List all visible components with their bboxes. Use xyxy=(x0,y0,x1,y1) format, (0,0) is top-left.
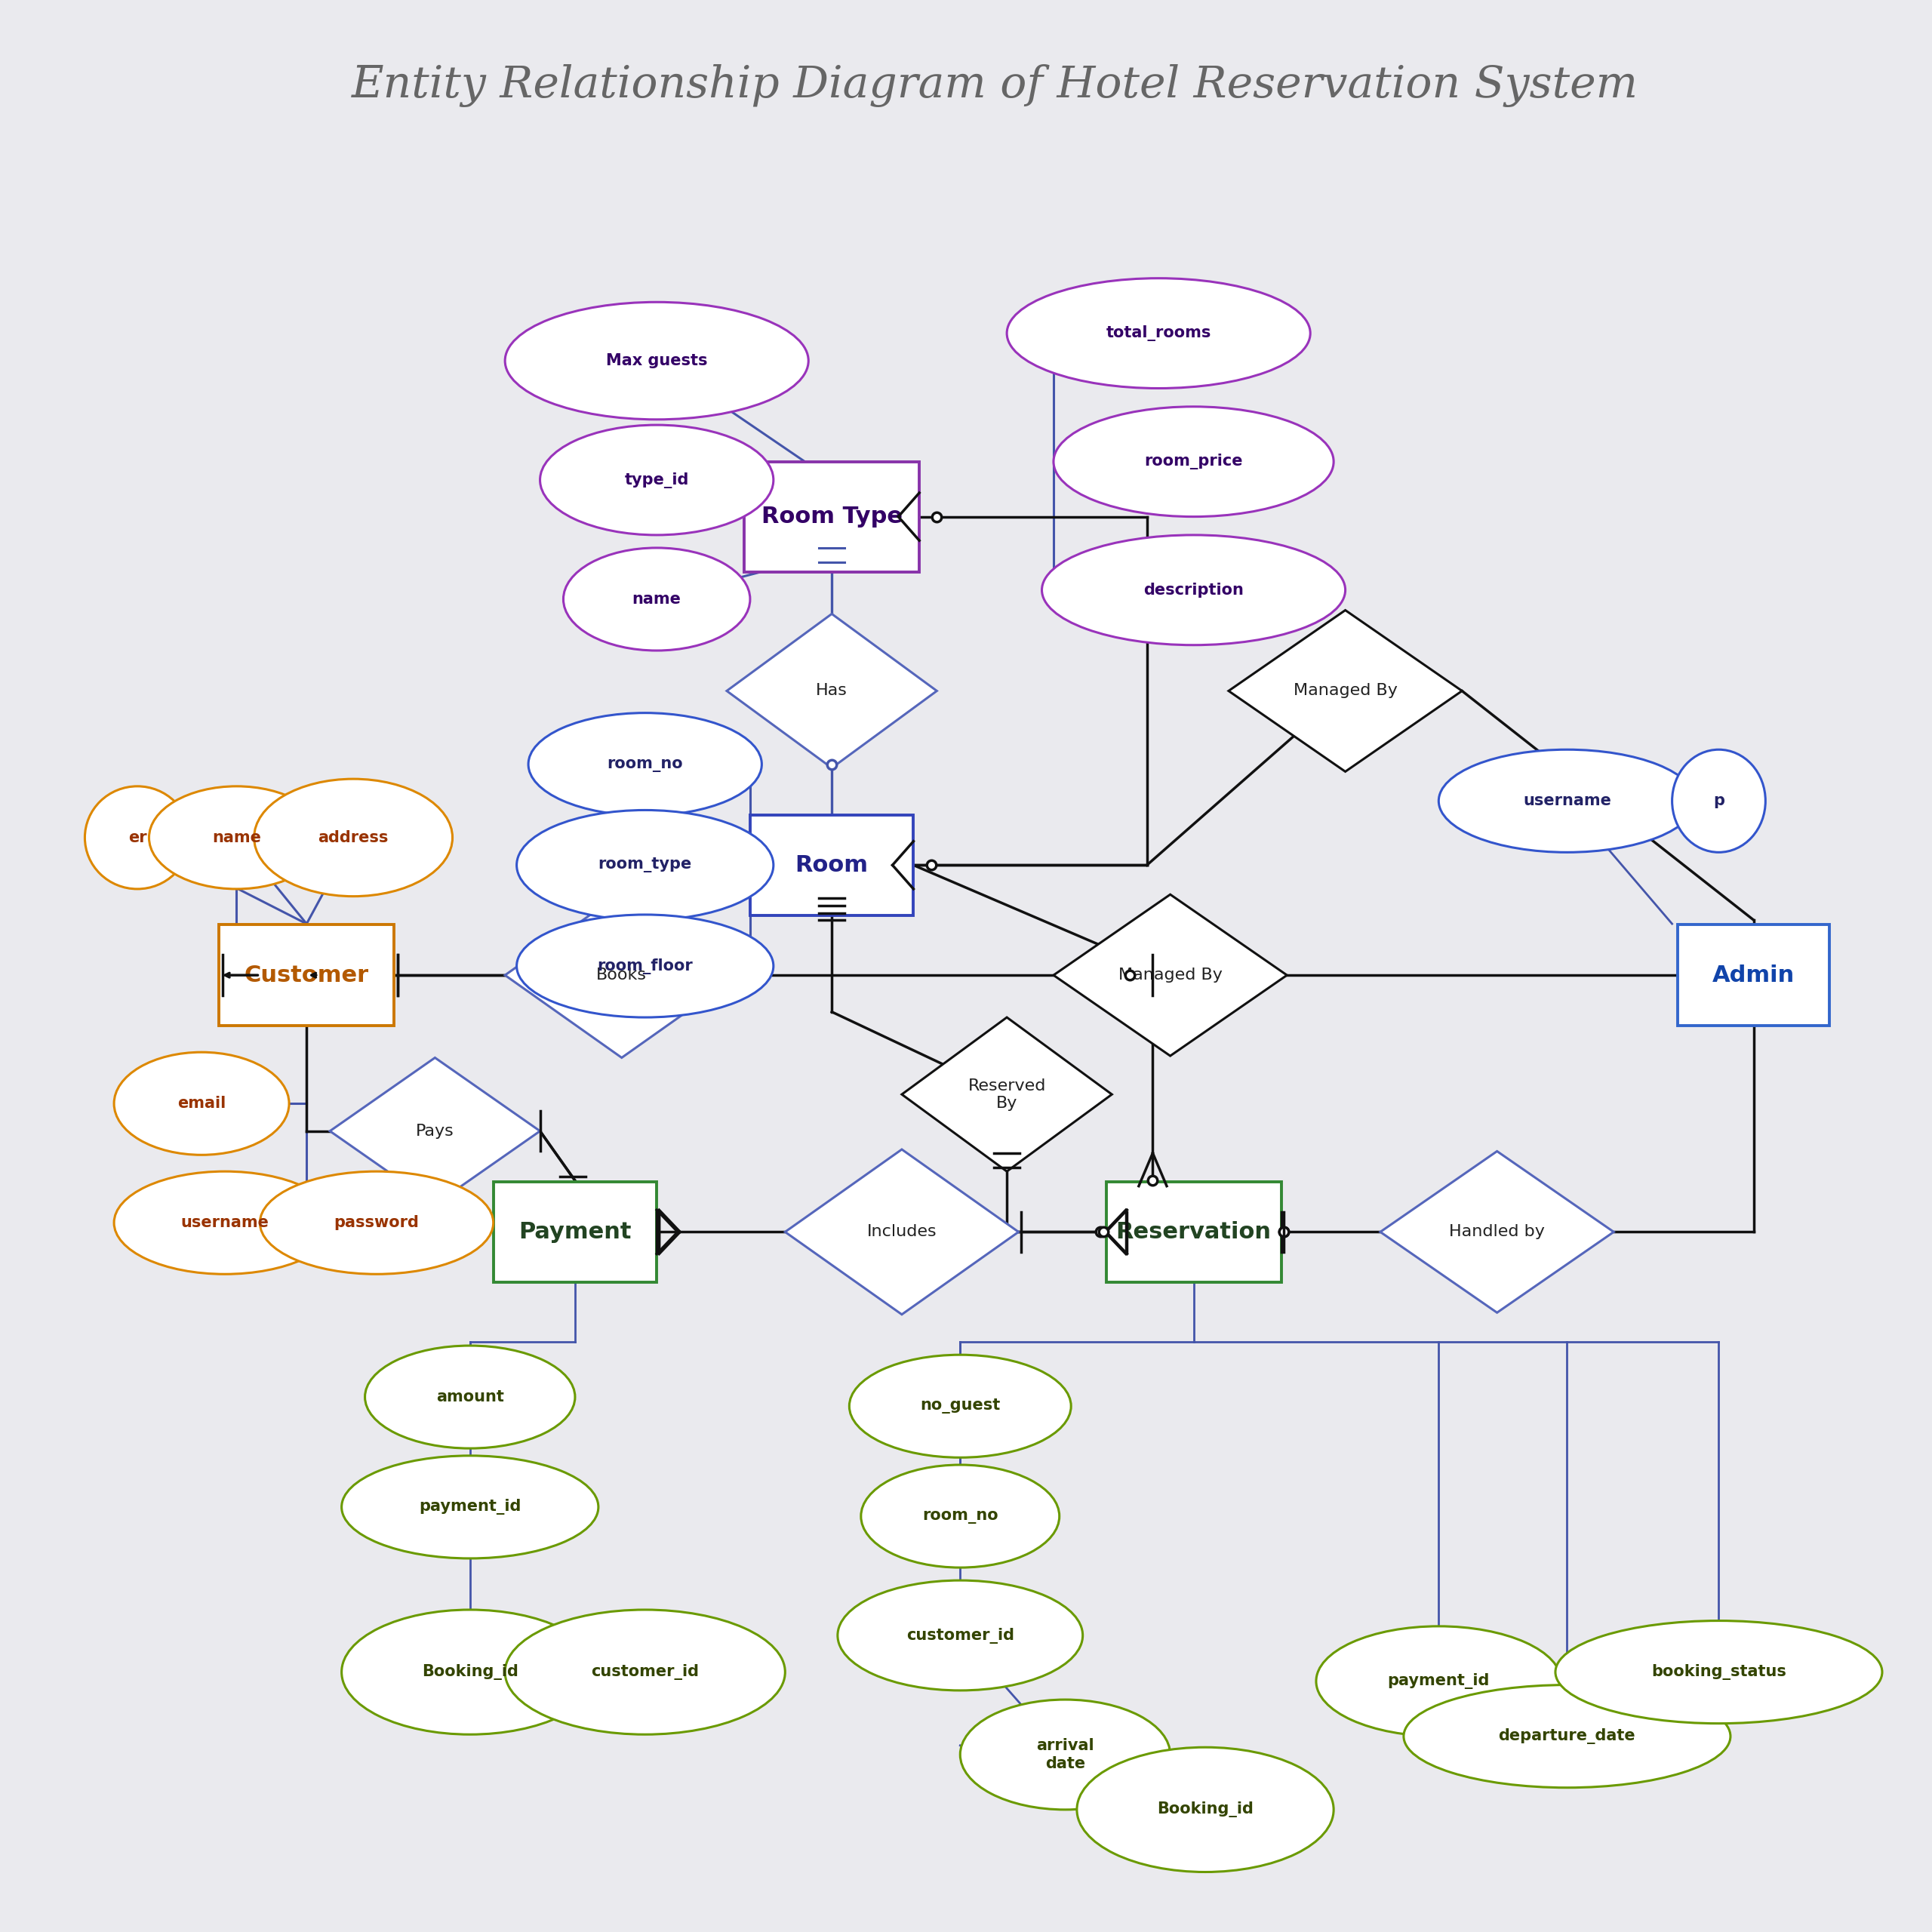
Text: payment_id: payment_id xyxy=(419,1499,522,1515)
Polygon shape xyxy=(784,1150,1018,1314)
Polygon shape xyxy=(504,893,738,1057)
Ellipse shape xyxy=(255,779,452,896)
Text: customer_id: customer_id xyxy=(591,1663,699,1681)
Text: customer_id: customer_id xyxy=(906,1627,1014,1644)
Text: room_type: room_type xyxy=(599,858,692,873)
Text: address: address xyxy=(319,831,388,844)
Ellipse shape xyxy=(564,549,750,651)
Ellipse shape xyxy=(85,786,189,889)
Text: Managed By: Managed By xyxy=(1119,968,1223,983)
Text: Room: Room xyxy=(796,854,867,875)
Polygon shape xyxy=(1379,1151,1613,1312)
Ellipse shape xyxy=(114,1171,336,1273)
Text: email: email xyxy=(178,1095,226,1111)
Text: password: password xyxy=(334,1215,419,1231)
FancyBboxPatch shape xyxy=(1105,1182,1281,1283)
Text: Booking_id: Booking_id xyxy=(1157,1803,1254,1818)
Text: Reserved
By: Reserved By xyxy=(968,1078,1045,1111)
Ellipse shape xyxy=(342,1609,599,1735)
Text: room_no: room_no xyxy=(922,1509,999,1524)
Text: p: p xyxy=(1714,794,1725,808)
Ellipse shape xyxy=(541,425,773,535)
Ellipse shape xyxy=(1053,406,1333,516)
FancyBboxPatch shape xyxy=(744,462,920,572)
Ellipse shape xyxy=(1041,535,1345,645)
Text: name: name xyxy=(632,591,682,607)
Polygon shape xyxy=(1053,895,1287,1057)
Ellipse shape xyxy=(261,1171,493,1273)
Text: Has: Has xyxy=(815,684,848,699)
Text: description: description xyxy=(1144,582,1244,597)
Text: Max guests: Max guests xyxy=(607,354,707,369)
Text: Booking_id: Booking_id xyxy=(421,1663,518,1681)
Text: arrival
date: arrival date xyxy=(1036,1739,1094,1772)
Text: name: name xyxy=(213,831,261,844)
Text: departure_date: departure_date xyxy=(1499,1729,1636,1745)
Text: username: username xyxy=(182,1215,269,1231)
Ellipse shape xyxy=(516,810,773,920)
Ellipse shape xyxy=(149,786,325,889)
Text: Handled by: Handled by xyxy=(1449,1225,1546,1240)
Polygon shape xyxy=(330,1057,541,1204)
Text: total_rooms: total_rooms xyxy=(1105,325,1211,342)
Ellipse shape xyxy=(1671,750,1766,852)
Ellipse shape xyxy=(1439,750,1696,852)
FancyBboxPatch shape xyxy=(218,925,394,1026)
Polygon shape xyxy=(1229,611,1463,771)
Text: Includes: Includes xyxy=(867,1225,937,1240)
Ellipse shape xyxy=(527,713,761,815)
Ellipse shape xyxy=(342,1455,599,1559)
Text: username: username xyxy=(1522,794,1611,808)
Ellipse shape xyxy=(1555,1621,1882,1723)
Ellipse shape xyxy=(1007,278,1310,388)
Text: Managed By: Managed By xyxy=(1293,684,1397,699)
Ellipse shape xyxy=(960,1700,1171,1810)
Ellipse shape xyxy=(516,914,773,1018)
Text: no_guest: no_guest xyxy=(920,1399,1001,1414)
Text: Entity Relationship Diagram of Hotel Reservation System: Entity Relationship Diagram of Hotel Res… xyxy=(352,64,1638,106)
Text: Payment: Payment xyxy=(518,1221,632,1242)
Ellipse shape xyxy=(1076,1747,1333,1872)
Text: room_floor: room_floor xyxy=(597,958,694,974)
FancyBboxPatch shape xyxy=(750,815,914,916)
Text: payment_id: payment_id xyxy=(1387,1673,1490,1689)
Ellipse shape xyxy=(850,1354,1070,1457)
Text: Customer: Customer xyxy=(243,964,369,985)
Text: Admin: Admin xyxy=(1712,964,1795,985)
Ellipse shape xyxy=(504,1609,784,1735)
FancyBboxPatch shape xyxy=(493,1182,657,1283)
Text: room_price: room_price xyxy=(1144,454,1242,469)
Ellipse shape xyxy=(114,1053,290,1155)
Polygon shape xyxy=(902,1018,1113,1171)
Ellipse shape xyxy=(504,301,808,419)
Text: Books: Books xyxy=(597,968,647,983)
FancyBboxPatch shape xyxy=(1677,925,1830,1026)
Text: amount: amount xyxy=(437,1389,504,1405)
Text: type_id: type_id xyxy=(624,471,690,489)
Text: booking_status: booking_status xyxy=(1652,1663,1787,1681)
Text: Reservation: Reservation xyxy=(1117,1221,1271,1242)
Polygon shape xyxy=(726,614,937,767)
Text: er: er xyxy=(128,831,147,844)
Text: Room Type: Room Type xyxy=(761,506,902,527)
Text: room_no: room_no xyxy=(607,757,684,771)
Text: Pays: Pays xyxy=(415,1124,454,1138)
Ellipse shape xyxy=(862,1464,1059,1567)
Ellipse shape xyxy=(1405,1685,1731,1787)
Ellipse shape xyxy=(365,1347,576,1449)
Ellipse shape xyxy=(838,1580,1082,1690)
Ellipse shape xyxy=(1316,1627,1561,1737)
